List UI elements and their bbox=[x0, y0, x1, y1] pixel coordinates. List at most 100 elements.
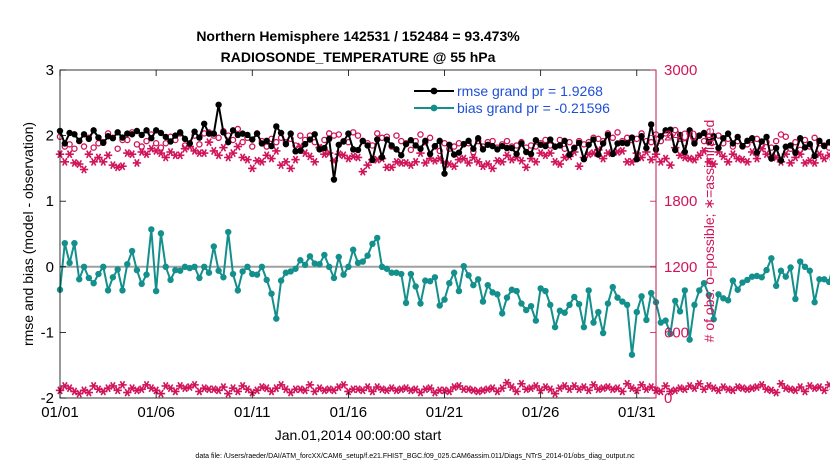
rmse-series-point bbox=[734, 133, 741, 141]
obs-assimilated-point-stroke bbox=[537, 149, 544, 158]
rmse-series-point bbox=[71, 131, 78, 138]
obs-rejected-point-stroke bbox=[76, 389, 83, 398]
obs-rejected-point-stroke bbox=[259, 383, 265, 392]
obs-rejected-point-stroke bbox=[388, 384, 395, 393]
obs-assimilated-point bbox=[719, 152, 728, 161]
obs-assimilated-point-stroke bbox=[388, 163, 395, 172]
obs-assimilated-point-stroke bbox=[523, 163, 530, 172]
obs-rejected-point-stroke bbox=[287, 388, 294, 397]
obs-rejected-point-stroke bbox=[691, 384, 698, 393]
bias-series-point bbox=[787, 264, 794, 271]
rmse-series-point bbox=[162, 133, 169, 141]
obs-rejected-point bbox=[137, 385, 146, 394]
obs-rejected-point-stroke bbox=[797, 383, 803, 392]
obs-possible-point bbox=[143, 137, 150, 145]
bias-series-point bbox=[498, 310, 506, 317]
obs-rejected-point bbox=[473, 387, 483, 396]
obs-rejected-point-stroke bbox=[90, 381, 97, 391]
bias-series-point bbox=[412, 283, 419, 290]
rmse-series-point bbox=[253, 130, 261, 137]
bias-series-point bbox=[792, 295, 799, 303]
rmse-series-point bbox=[662, 127, 669, 134]
bias-series-point bbox=[705, 291, 713, 299]
bias-series-point bbox=[691, 301, 698, 309]
obs-assimilated-point-stroke bbox=[62, 157, 68, 166]
obs-assimilated-point-stroke bbox=[114, 163, 121, 172]
obs-rejected-point-stroke bbox=[374, 383, 381, 392]
rmse-series-point bbox=[556, 142, 564, 149]
bias-series-point bbox=[609, 283, 616, 291]
rmse-series-point bbox=[321, 144, 328, 152]
legend-rmse-label: rmse grand pr = 1.9268 bbox=[457, 83, 603, 99]
obs-rejected-point bbox=[546, 385, 555, 394]
obs-assimilated-point-stroke bbox=[283, 157, 289, 166]
obs-rejected-point-stroke bbox=[456, 381, 462, 391]
obs-rejected-point-stroke bbox=[480, 386, 486, 395]
obs-assimilated-point-stroke bbox=[638, 153, 645, 162]
obs-assimilated-point-stroke bbox=[682, 153, 688, 162]
obs-assimilated-point-stroke bbox=[215, 151, 222, 160]
rmse-series-point bbox=[705, 138, 713, 146]
obs-assimilated-point-stroke bbox=[263, 151, 270, 160]
rmse-series-point bbox=[133, 127, 141, 135]
bias-series-point bbox=[696, 287, 703, 294]
bias-series-point bbox=[777, 267, 785, 274]
rmse-series-point bbox=[229, 127, 237, 134]
obs-rejected-point-stroke bbox=[734, 383, 741, 392]
bias-series-point bbox=[383, 265, 391, 272]
obs-assimilated-point-stroke bbox=[739, 155, 746, 164]
rmse-series-point bbox=[676, 131, 684, 139]
rmse-series-point bbox=[523, 148, 530, 156]
obs-rejected-point-stroke bbox=[696, 379, 703, 388]
rmse-series-point bbox=[181, 135, 189, 143]
obs-assimilated-point bbox=[99, 157, 108, 166]
obs-rejected-point-stroke bbox=[489, 384, 496, 393]
bias-series-point bbox=[321, 251, 328, 259]
obs-possible-point bbox=[811, 134, 818, 142]
obs-rejected-point bbox=[723, 385, 733, 394]
rmse-series-point bbox=[580, 156, 588, 163]
rmse-series-point bbox=[768, 155, 775, 162]
bias-series-point bbox=[527, 302, 535, 310]
rmse-series-point bbox=[503, 144, 511, 152]
y-axis-left-label: rmse and bias (model - observation) bbox=[20, 122, 36, 346]
obs-possible-point bbox=[80, 143, 88, 150]
obs-rejected-point bbox=[637, 380, 646, 389]
obs-assimilated-point-stroke bbox=[807, 156, 813, 165]
bias-series-point bbox=[710, 316, 717, 323]
obs-rejected-point-stroke bbox=[725, 385, 731, 394]
rmse-series-point bbox=[715, 144, 722, 152]
obs-rejected-point bbox=[113, 386, 122, 395]
rmse-series-point bbox=[667, 126, 674, 133]
obs-rejected-point bbox=[397, 385, 406, 394]
rmse-series-point bbox=[417, 145, 424, 152]
obs-assimilated-point-stroke bbox=[153, 146, 159, 155]
bias-series-point bbox=[422, 277, 429, 284]
rmse-series-point bbox=[287, 130, 294, 137]
obs-assimilated-point-stroke bbox=[403, 158, 409, 167]
obs-rejected-point-stroke bbox=[460, 385, 467, 394]
obs-assimilated-point bbox=[497, 157, 507, 166]
rmse-series-point bbox=[484, 141, 491, 148]
rmse-series-point bbox=[561, 137, 568, 145]
obs-rejected-point-stroke bbox=[619, 387, 626, 396]
rmse-series-point bbox=[436, 137, 443, 145]
obs-rejected-point-stroke bbox=[523, 385, 530, 394]
obs-rejected-point-stroke bbox=[787, 385, 794, 394]
obs-assimilated-point bbox=[690, 155, 699, 164]
obs-assimilated-point-stroke bbox=[422, 158, 429, 167]
obs-rejected-point-stroke bbox=[138, 385, 145, 394]
obs-assimilated-point-stroke bbox=[754, 154, 760, 163]
obs-assimilated-point-stroke bbox=[484, 159, 491, 169]
bias-series-point bbox=[638, 293, 645, 300]
obs-rejected-point bbox=[233, 387, 243, 396]
obs-possible-point bbox=[249, 143, 256, 150]
rmse-series-point bbox=[811, 152, 818, 160]
bias-series-point bbox=[306, 253, 314, 260]
rmse-series-point bbox=[518, 140, 525, 147]
obs-assimilated-point-stroke bbox=[249, 164, 256, 173]
rmse-series-point bbox=[398, 152, 405, 159]
obs-assimilated-point-stroke bbox=[76, 159, 83, 169]
obs-rejected-point-stroke bbox=[624, 379, 630, 388]
rmse-series-point bbox=[325, 135, 333, 143]
